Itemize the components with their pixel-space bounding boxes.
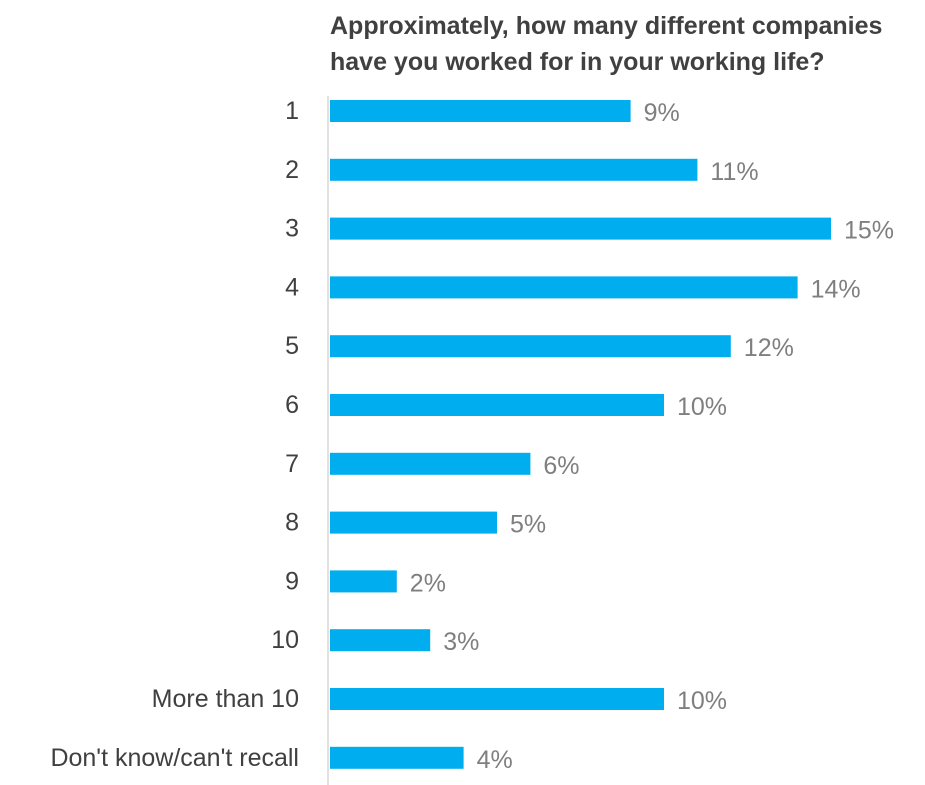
category-label: 1 <box>285 97 299 125</box>
category-label: 3 <box>285 215 299 243</box>
data-label: 11% <box>710 158 758 186</box>
bar <box>330 688 664 710</box>
data-label: 12% <box>744 334 794 362</box>
bar <box>330 629 431 652</box>
bar <box>330 335 731 358</box>
category-label: 10 <box>271 626 299 654</box>
category-label: 6 <box>285 391 299 419</box>
bar <box>330 570 397 593</box>
category-label: 8 <box>285 509 299 537</box>
bar <box>330 394 664 416</box>
data-label: 10% <box>677 393 727 421</box>
bar <box>330 511 497 534</box>
data-label: 5% <box>510 511 546 539</box>
data-label: 15% <box>844 217 894 245</box>
category-label: 4 <box>285 273 299 301</box>
data-label: 9% <box>644 99 680 127</box>
data-label: 4% <box>477 746 513 774</box>
bar <box>330 217 831 240</box>
bar <box>330 158 698 181</box>
category-label: 2 <box>285 156 299 184</box>
bar <box>330 452 531 475</box>
data-label: 3% <box>443 628 479 656</box>
category-label: 9 <box>285 567 299 595</box>
data-label: 14% <box>811 275 861 303</box>
data-label: 2% <box>410 569 446 597</box>
data-label: 6% <box>543 452 579 480</box>
category-label: 7 <box>285 450 299 478</box>
data-label: 10% <box>677 687 727 715</box>
chart-title-line-1: Approximately, how many different compan… <box>330 12 883 40</box>
category-label: 5 <box>285 332 299 360</box>
bar <box>330 746 464 769</box>
category-label: Don't know/can't recall <box>50 744 299 772</box>
category-label: More than 10 <box>152 685 299 713</box>
chart-title: Approximately, how many different compan… <box>330 8 920 80</box>
chart-title-line-2: have you worked for in your working life… <box>330 48 825 76</box>
bar <box>330 276 798 299</box>
bar <box>330 100 631 122</box>
